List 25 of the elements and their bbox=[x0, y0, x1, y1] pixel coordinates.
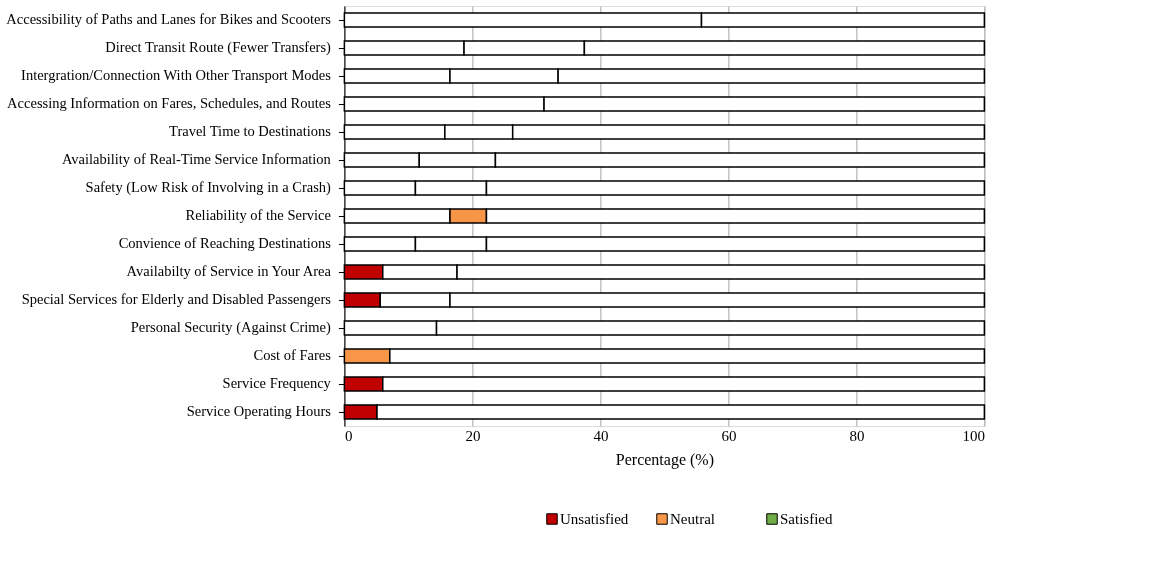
y-tick-label: Special Services for Elderly and Disabled Passengers bbox=[21, 291, 332, 307]
y-tick-label: Safety (Low Risk of Involving in a Crash) bbox=[85, 179, 332, 196]
legend-label: Neutral bbox=[670, 511, 715, 527]
x-tick-label: 40 bbox=[593, 427, 609, 444]
y-tick-label: Accessing Information on Fares, Schedules, and Routes bbox=[7, 95, 332, 111]
y-tick-label: Convience of Reaching Destinations bbox=[118, 235, 332, 251]
x-axis-title: Percentage (%) bbox=[615, 450, 714, 469]
y-tick-label: Personal Security (Against Crime) bbox=[130, 319, 332, 336]
legend-label: Unsatisfied bbox=[560, 511, 629, 527]
x-tick-label: 0 bbox=[344, 427, 353, 444]
legend-label: Satisfied bbox=[780, 511, 833, 527]
y-tick-label: Intergration/Connection With Other Transport Modes bbox=[21, 67, 332, 83]
y-tick-label: Service Frequency bbox=[222, 375, 332, 391]
y-tick-label: Accessibility of Paths and Lanes for Bikes and Scooters bbox=[6, 11, 332, 27]
y-tick-label: Availability of Real-Time Service Information bbox=[61, 151, 332, 167]
y-tick-label: Travel Time to Destinations bbox=[169, 123, 332, 139]
y-tick-label: Cost of Fares bbox=[253, 347, 332, 363]
y-tick-label: Direct Transit Route (Fewer Transfers) bbox=[105, 39, 332, 56]
x-tick-label: 100 bbox=[962, 427, 985, 444]
y-tick-label: Reliability of the Service bbox=[185, 207, 331, 223]
y-tick-label: Service Operating Hours bbox=[186, 403, 332, 419]
x-tick-label: 60 bbox=[721, 427, 737, 444]
x-tick-label: 20 bbox=[465, 427, 481, 444]
x-tick-label: 80 bbox=[849, 427, 865, 444]
y-tick-label: Availabilty of Service in Your Area bbox=[126, 263, 332, 279]
